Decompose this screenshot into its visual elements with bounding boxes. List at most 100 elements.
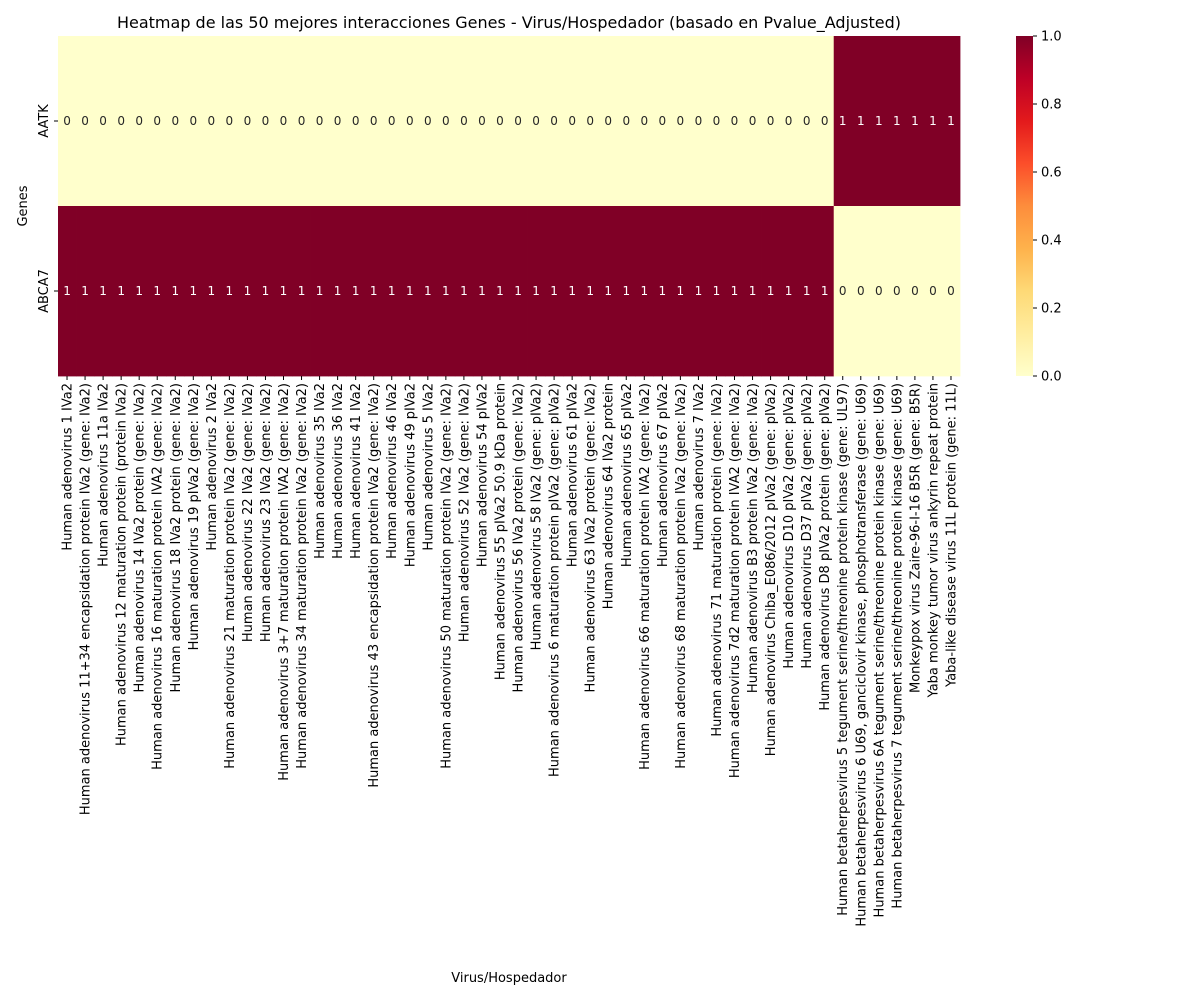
cell-value-label: 1 — [785, 284, 793, 298]
heatmap-cell — [130, 36, 149, 207]
heatmap-cell — [58, 206, 77, 377]
y-tick-label: AATK — [37, 104, 52, 138]
cell-value-label: 0 — [388, 114, 396, 128]
x-tick-label: Human adenovirus 7d2 maturation protein … — [728, 383, 743, 778]
cell-value-label: 1 — [929, 114, 937, 128]
heatmap-cell — [671, 36, 690, 207]
x-tick-label: Human adenovirus 58 IVa2 (gene: pIVa2) — [530, 383, 545, 650]
colorbar-tick-label: 0.6 — [1041, 166, 1062, 181]
x-tick-label: Human adenovirus 49 pIVa2 — [403, 383, 418, 567]
x-tick-label: Human adenovirus 21 maturation protein I… — [223, 383, 238, 769]
cell-value-label: 1 — [63, 284, 71, 298]
x-tick-label: Human adenovirus 16 maturation protein I… — [151, 383, 166, 770]
heatmap-cell — [400, 36, 420, 207]
heatmap-cell — [689, 36, 708, 207]
cell-value-label: 0 — [226, 114, 234, 128]
cell-value-label: 1 — [640, 284, 648, 298]
cell-value-label: 0 — [893, 284, 901, 298]
x-tick-label: Human adenovirus 12 maturation protein (… — [115, 383, 130, 746]
cell-value-label: 0 — [63, 114, 71, 128]
x-tick-label: Human adenovirus 41 IVa2 — [349, 383, 364, 559]
cell-value-label: 0 — [803, 114, 811, 128]
heatmap-cell — [148, 36, 167, 207]
y-tick-label: ABCA7 — [37, 269, 52, 313]
cell-value-label: 1 — [550, 284, 558, 298]
cell-value-label: 1 — [875, 114, 883, 128]
heatmap-cell — [490, 206, 510, 377]
cell-value-label: 0 — [568, 114, 576, 128]
heatmap-cell — [635, 36, 654, 207]
x-tick-label: Yaba monkey tumor virus ankyrin repeat p… — [926, 383, 941, 698]
x-axis-label: Virus/Hospedador — [451, 971, 567, 986]
cell-value-label: 0 — [604, 114, 612, 128]
heatmap-cell — [292, 206, 311, 377]
cell-value-label: 0 — [460, 114, 468, 128]
cell-value-label: 1 — [244, 284, 252, 298]
cell-value-label: 1 — [496, 284, 504, 298]
heatmap-cell — [797, 206, 817, 377]
x-tick-label: Human adenovirus D10 pIVa2 (gene: pIVa2) — [782, 383, 797, 669]
heatmap-cell — [328, 206, 348, 377]
cell-value-label: 0 — [171, 114, 179, 128]
chart-title: Heatmap de las 50 mejores interacciones … — [117, 13, 901, 33]
cell-value-label: 1 — [532, 284, 540, 298]
heatmap-cell — [617, 36, 636, 207]
heatmap-cell — [256, 206, 275, 377]
heatmap-cell — [923, 206, 943, 377]
cell-value-label: 0 — [875, 284, 883, 298]
colorbar-gradient — [1016, 36, 1033, 376]
heatmap-cell — [743, 36, 762, 207]
heatmap-cell — [599, 206, 618, 377]
heatmap-cell — [472, 36, 492, 207]
x-tick-label: Human adenovirus 34 maturation protein I… — [295, 383, 310, 769]
heatmap-cell — [292, 36, 311, 207]
x-tick-label: Human adenovirus 11a IVa2 — [97, 383, 112, 567]
cell-value-label: 1 — [586, 284, 594, 298]
heatmap-cell — [599, 36, 618, 207]
heatmap-cell — [509, 36, 528, 207]
heatmap-cell — [220, 36, 239, 207]
heatmap-cell — [941, 206, 961, 377]
x-tick-label: Human adenovirus 35 IVa2 — [313, 383, 328, 559]
heatmap-cell — [310, 36, 329, 207]
cell-value-label: 1 — [81, 284, 89, 298]
colorbar-tick-label: 1.0 — [1041, 30, 1062, 45]
cell-value-label: 0 — [153, 114, 161, 128]
heatmap-cell — [274, 206, 293, 377]
colorbar-tick-label: 0.2 — [1041, 302, 1062, 317]
x-tick-label: Human adenovirus D37 pIVa2 (gene: pIVa2) — [800, 383, 815, 669]
cell-value-label: 1 — [208, 284, 216, 298]
heatmap-cell — [887, 206, 907, 377]
x-tick-label: Human adenovirus 66 maturation protein I… — [638, 383, 653, 770]
heatmap-cell — [887, 36, 907, 207]
heatmap-cell — [346, 36, 366, 207]
heatmap-cell — [905, 206, 925, 377]
heatmap-cell — [833, 36, 853, 207]
x-tick-label: Human adenovirus 3+7 maturation protein … — [277, 383, 292, 781]
heatmap-cell — [418, 206, 438, 377]
cell-value-label: 1 — [298, 284, 306, 298]
x-tick-label: Human adenovirus 11+34 encapsidation pro… — [79, 383, 94, 815]
x-tick-label: Human adenovirus D8 pIVa2 protein (gene:… — [818, 383, 833, 711]
x-tick-label: Human adenovirus 50 maturation protein I… — [439, 383, 454, 769]
heatmap-cell — [382, 36, 402, 207]
x-tick-label: Human adenovirus 64 IVa2 protein — [602, 383, 617, 609]
cell-value-label: 1 — [857, 114, 865, 128]
cell-value-label: 1 — [568, 284, 576, 298]
heatmap-cell — [238, 206, 257, 377]
cell-value-label: 1 — [731, 284, 739, 298]
cell-value-label: 0 — [406, 114, 414, 128]
cell-value-label: 1 — [352, 284, 360, 298]
cell-value-label: 1 — [803, 284, 811, 298]
heatmap-cell — [851, 206, 871, 377]
cell-value-label: 0 — [189, 114, 197, 128]
heatmap-cell — [148, 206, 167, 377]
heatmap-cell — [725, 206, 744, 377]
cell-value-label: 1 — [478, 284, 486, 298]
colorbar-tick-label: 0.8 — [1041, 98, 1062, 113]
cell-value-label: 0 — [514, 114, 522, 128]
heatmap-cell — [112, 36, 131, 207]
colorbar-tick-label: 0.4 — [1041, 234, 1062, 249]
x-tick-label: Human adenovirus 55 pIVa2 50.9 kDa prote… — [493, 383, 508, 680]
heatmap-cell — [743, 206, 762, 377]
